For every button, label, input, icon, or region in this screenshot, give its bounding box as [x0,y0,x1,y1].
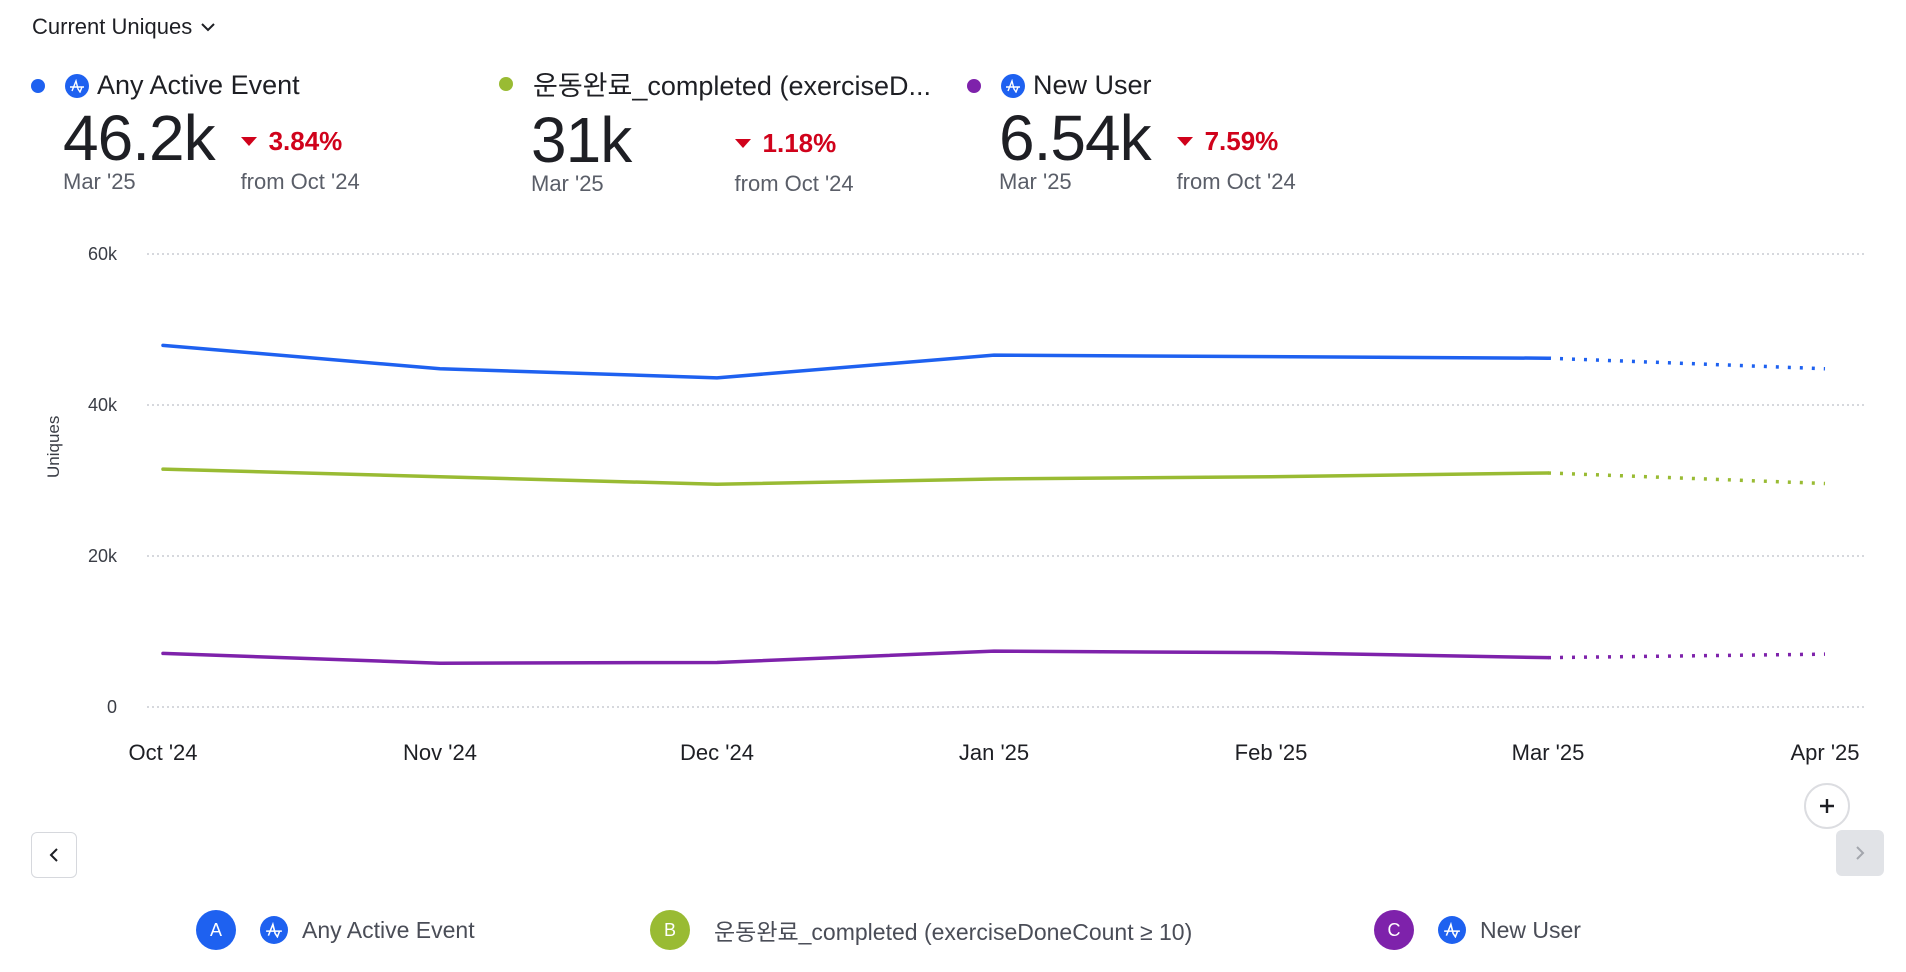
trend-down-icon [1176,136,1193,146]
metric-selector-label: Current Uniques [32,14,193,39]
kpi-title: New User [1033,70,1152,100]
kpi-change: 3.84% [240,103,360,173]
series-letter-badge: C [1374,910,1414,950]
kpi-value: 31k [531,104,632,176]
chart-legend: A Any Active Event B 운동완료_completed (exe… [0,910,1906,950]
kpi-title: Any Active Event [97,70,300,100]
line-chart: 0 20k 40k 60k Oct '24 Nov '24 Dec '24 Jan '25 Fe… [88,244,1866,765]
previous-page-button[interactable] [31,832,77,878]
kpi-comparison: from Oct '24 [1176,169,1296,194]
series-projection-2 [1547,471,1826,486]
kpi-change-value: 3.84% [268,125,343,156]
y-tick-label: 0 [107,697,117,717]
x-tick-label: Oct '24 [128,740,197,765]
legend-label: 운동완료_completed (exerciseDoneCount ≥ 10) [714,919,1193,945]
series-line-1 [161,343,1550,380]
amplitude-event-icon [260,916,288,944]
amplitude-event-icon [1001,73,1025,98]
x-tick-label: Apr '25 [1790,740,1859,765]
legend-item-a[interactable]: A Any Active Event [196,910,475,950]
x-tick-label: Jan '25 [959,740,1029,765]
y-tick-label: 40k [88,395,118,415]
kpi-period: Mar '25 [999,169,1072,194]
kpi-comparison: from Oct '24 [240,169,360,194]
trend-down-icon [734,138,751,148]
amplitude-event-icon [1438,916,1466,944]
series-line-3 [161,649,1550,665]
kpi-title: 운동완료_completed (exerciseD... [533,71,931,101]
chevron-left-icon [49,848,58,862]
kpi-change-value: 7.59% [1204,125,1279,156]
legend-label: Any Active Event [302,916,475,943]
series-letter-badge: A [196,910,236,950]
kpi-period: Mar '25 [63,169,136,194]
kpi-any-active-event: Any Active Event 46.2k 3.84% Mar '25 fro… [31,70,360,195]
next-page-button[interactable] [1836,830,1884,876]
kpi-comparison: from Oct '24 [734,171,854,196]
x-tick-label: Dec '24 [680,740,754,765]
kpi-new-user: New User 6.54k 7.59% Mar '25 from Oct '2… [967,70,1296,195]
chevron-down-icon [201,23,215,32]
kpi-value: 46.2k [63,102,216,174]
x-tick-label: Mar '25 [1512,740,1585,765]
add-annotation-button[interactable] [1804,783,1850,829]
kpi-change: 1.18% [734,105,931,175]
series-letter-badge: B [650,910,690,950]
kpi-period: Mar '25 [531,171,604,196]
kpi-value: 6.54k [999,102,1152,174]
kpi-exercise-completed: 운동완료_completed (exerciseD... 31k 1.18% M… [499,64,931,197]
trend-down-icon [240,136,257,146]
legend-item-b[interactable]: B 운동완료_completed (exerciseDoneCount ≥ 10… [650,910,1192,950]
legend-item-c[interactable]: C New User [1374,910,1581,950]
kpi-change: 7.59% [1176,103,1296,173]
chevron-right-icon [1856,846,1865,860]
series-color-dot [967,78,981,93]
metric-selector-dropdown[interactable]: Current Uniques [32,14,216,40]
series-projection-1 [1547,356,1826,371]
legend-label: New User [1480,916,1581,943]
series-color-dot [31,78,45,93]
kpi-change-value: 1.18% [762,127,837,158]
x-tick-label: Nov '24 [403,740,477,765]
series-line-2 [161,467,1550,487]
series-color-dot [499,76,513,91]
series-projection-3 [1547,652,1826,660]
plus-icon [1820,799,1834,813]
y-tick-label: 60k [88,244,118,264]
x-tick-label: Feb '25 [1235,740,1308,765]
amplitude-event-icon [65,73,89,98]
y-tick-label: 20k [88,546,118,566]
